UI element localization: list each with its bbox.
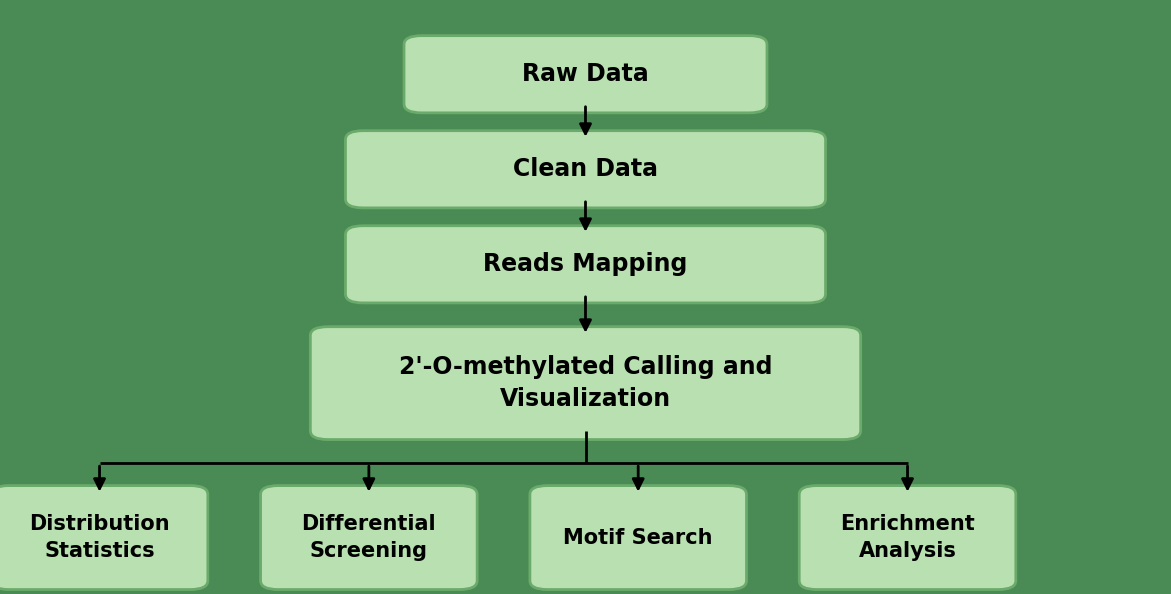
Text: Distribution
Statistics: Distribution Statistics — [29, 514, 170, 561]
Text: Clean Data: Clean Data — [513, 157, 658, 181]
Text: Motif Search: Motif Search — [563, 527, 713, 548]
FancyBboxPatch shape — [310, 327, 861, 440]
Text: Raw Data: Raw Data — [522, 62, 649, 86]
Text: Differential
Screening: Differential Screening — [302, 514, 436, 561]
FancyBboxPatch shape — [404, 36, 767, 113]
FancyBboxPatch shape — [260, 486, 478, 589]
FancyBboxPatch shape — [799, 486, 1015, 589]
Text: Reads Mapping: Reads Mapping — [484, 252, 687, 276]
Text: 2'-O-methylated Calling and
Visualization: 2'-O-methylated Calling and Visualizatio… — [399, 355, 772, 411]
FancyBboxPatch shape — [345, 131, 826, 208]
Text: Enrichment
Analysis: Enrichment Analysis — [840, 514, 975, 561]
FancyBboxPatch shape — [345, 226, 826, 303]
FancyBboxPatch shape — [0, 486, 208, 589]
FancyBboxPatch shape — [530, 486, 747, 589]
